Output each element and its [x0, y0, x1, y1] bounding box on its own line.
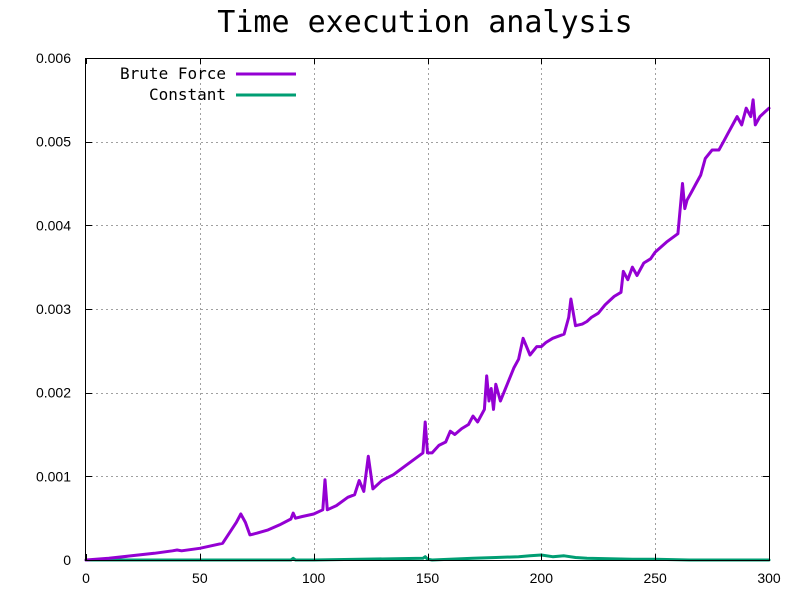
- axis-ticks: 0 50 100 150 200 250 300 0 0.001 0.002 0.003 0.004 0…: [36, 50, 781, 586]
- x-tick-label: 200: [530, 570, 554, 586]
- y-tick-label: 0.006: [36, 50, 71, 66]
- y-tick-label: 0.003: [36, 301, 71, 317]
- series-layer: [84, 98, 771, 562]
- legend-label-brute-force: Brute Force: [120, 64, 226, 83]
- y-tick-label: 0.005: [36, 134, 71, 150]
- x-tick-label: 250: [643, 570, 667, 586]
- y-tick-label: 0: [63, 552, 71, 568]
- x-tick-label: 150: [416, 570, 440, 586]
- x-tick-label: 300: [757, 570, 781, 586]
- x-tick-label: 0: [82, 570, 90, 586]
- grid: [86, 58, 769, 560]
- series-line-brute-force: [84, 98, 771, 562]
- y-tick-label: 0.001: [36, 468, 71, 484]
- y-tick-label: 0.002: [36, 385, 71, 401]
- legend: Brute Force Constant: [120, 64, 296, 104]
- x-tick-label: 100: [302, 570, 326, 586]
- legend-label-constant: Constant: [149, 85, 226, 104]
- series-line-constant: [84, 553, 771, 562]
- x-tick-label: 50: [192, 570, 208, 586]
- plot-frame: [85, 58, 770, 561]
- chart-title: Time execution analysis: [217, 5, 632, 40]
- y-tick-label: 0.004: [36, 217, 71, 233]
